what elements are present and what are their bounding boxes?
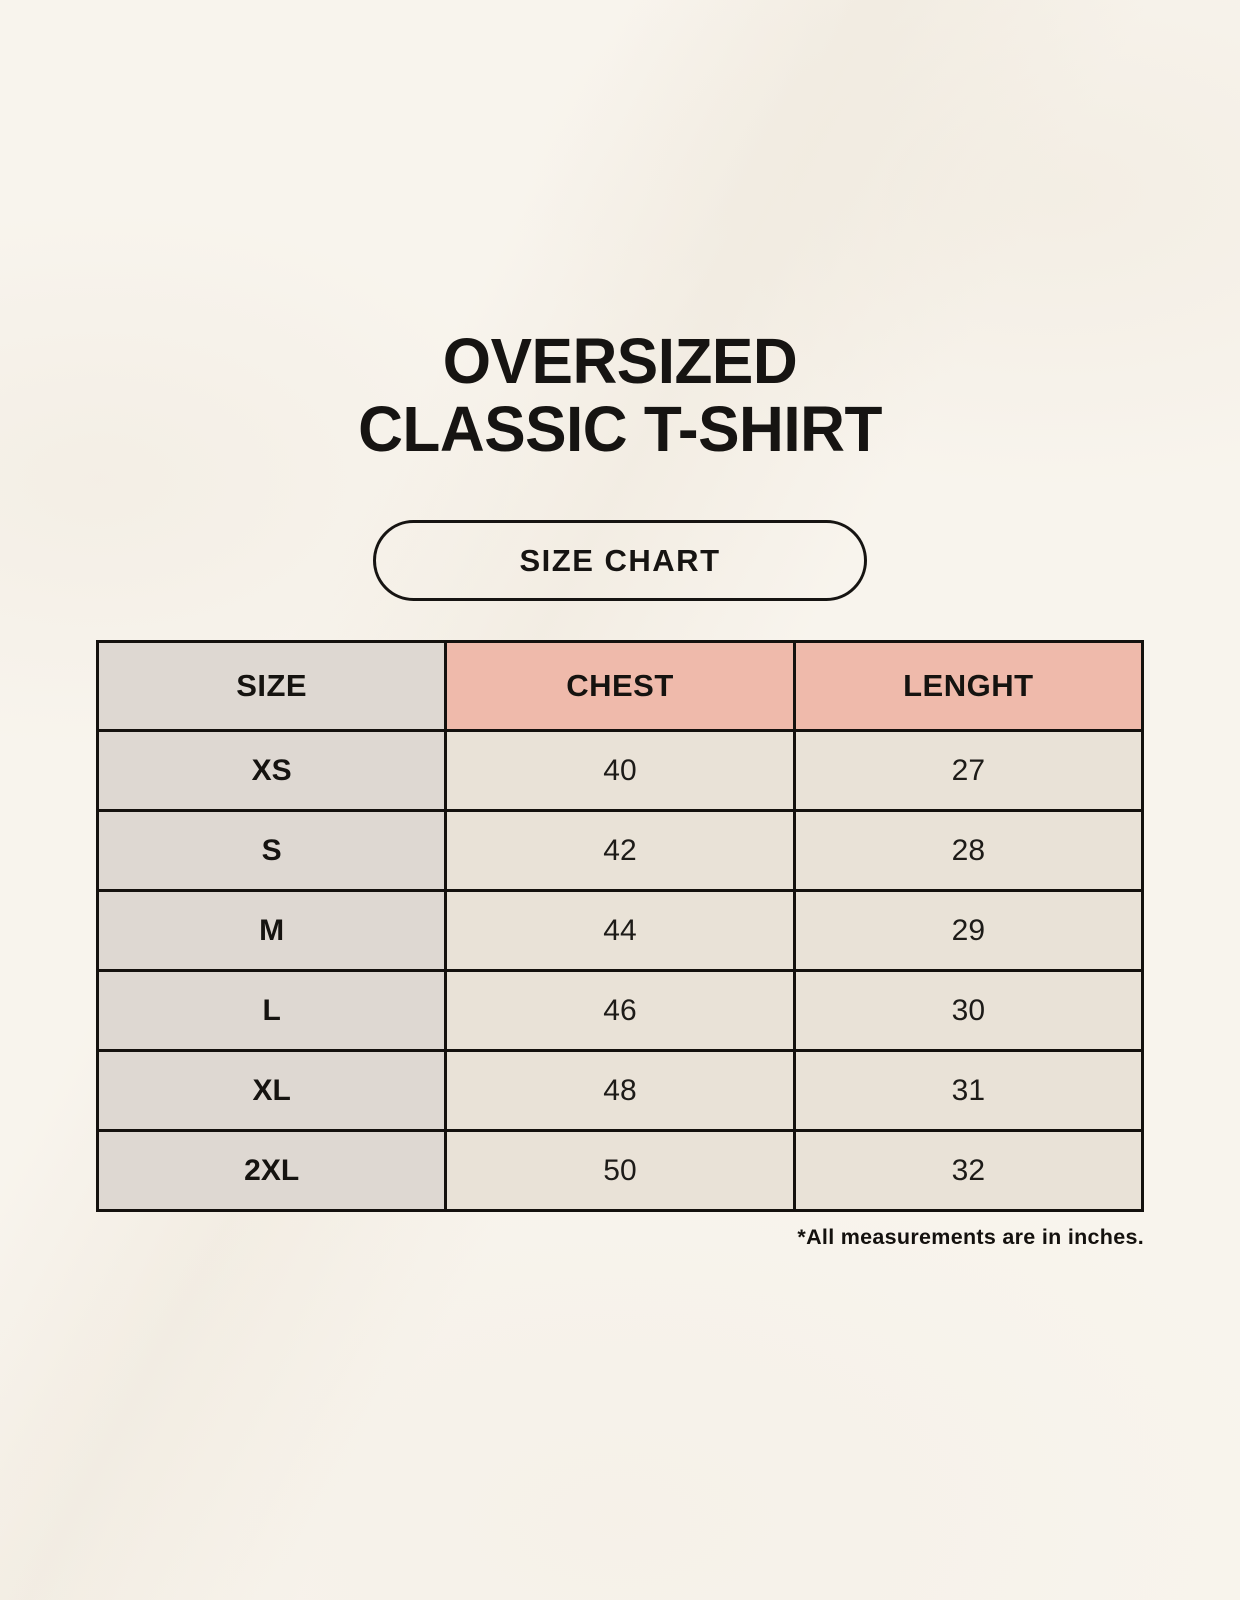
product-title-line-1: OVERSIZED bbox=[442, 325, 798, 397]
length-value-cell: 30 bbox=[792, 969, 1145, 1052]
size-label-cell: XL bbox=[95, 1049, 448, 1132]
chest-value-cell: 42 bbox=[444, 809, 796, 892]
product-title: OVERSIZED CLASSIC T-SHIRT bbox=[0, 327, 1240, 463]
column-header-length: LENGHT bbox=[792, 640, 1145, 732]
table-row: XS 40 27 bbox=[95, 729, 1145, 812]
table-row: L 46 30 bbox=[95, 969, 1145, 1052]
column-header-size: SIZE bbox=[95, 640, 448, 732]
chest-value-cell: 44 bbox=[444, 889, 796, 972]
size-label-cell: L bbox=[95, 969, 448, 1052]
chest-value-cell: 46 bbox=[444, 969, 796, 1052]
length-value-cell: 28 bbox=[792, 809, 1145, 892]
chest-value-cell: 40 bbox=[444, 729, 796, 812]
table-row: S 42 28 bbox=[95, 809, 1145, 892]
size-chart-badge[interactable]: SIZE CHART bbox=[373, 520, 867, 601]
measurements-footnote: *All measurements are in inches. bbox=[797, 1225, 1144, 1249]
table-header-row: SIZE CHEST LENGHT bbox=[95, 640, 1145, 732]
size-label-cell: XS bbox=[95, 729, 448, 812]
size-label-cell: 2XL bbox=[95, 1129, 448, 1212]
length-value-cell: 27 bbox=[792, 729, 1145, 812]
column-header-chest: CHEST bbox=[444, 640, 796, 732]
size-table: SIZE CHEST LENGHT XS 40 27 S 42 28 M bbox=[95, 640, 1145, 1212]
chest-value-cell: 48 bbox=[444, 1049, 796, 1132]
size-label-cell: S bbox=[95, 809, 448, 892]
table-row: XL 48 31 bbox=[95, 1049, 1145, 1132]
product-title-line-2: CLASSIC T-SHIRT bbox=[358, 393, 882, 465]
length-value-cell: 31 bbox=[792, 1049, 1145, 1132]
chest-value-cell: 50 bbox=[444, 1129, 796, 1212]
length-value-cell: 29 bbox=[792, 889, 1145, 972]
table-row: M 44 29 bbox=[95, 889, 1145, 972]
table-row: 2XL 50 32 bbox=[95, 1129, 1145, 1212]
size-label-cell: M bbox=[95, 889, 448, 972]
length-value-cell: 32 bbox=[792, 1129, 1145, 1212]
size-chart-badge-label: SIZE CHART bbox=[519, 542, 721, 578]
size-table-container: SIZE CHEST LENGHT XS 40 27 S 42 28 M bbox=[95, 640, 1145, 1250]
